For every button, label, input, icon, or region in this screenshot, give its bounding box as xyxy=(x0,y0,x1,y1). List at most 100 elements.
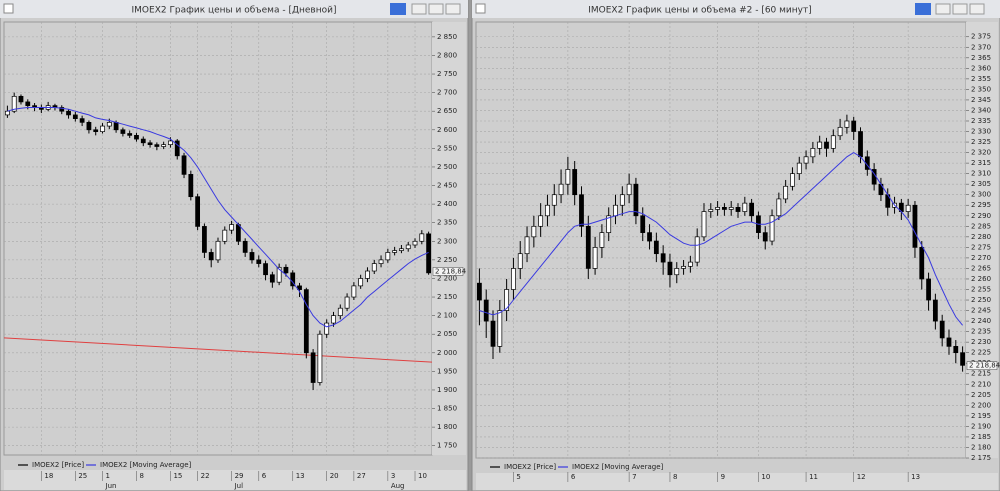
candle-body xyxy=(405,244,411,250)
candle-body xyxy=(939,320,945,339)
last-price-box xyxy=(966,361,998,370)
close-button[interactable] xyxy=(969,3,985,15)
candle-body xyxy=(613,204,618,217)
y-tick-label: 2 230 xyxy=(971,338,991,346)
y-tick-label: 2 250 xyxy=(971,296,991,304)
candle-body xyxy=(837,126,843,137)
window-icon xyxy=(3,3,14,14)
title-bar[interactable] xyxy=(0,0,468,18)
candle-body xyxy=(263,263,268,276)
candle-body xyxy=(256,259,262,264)
month-label: Jun xyxy=(105,482,117,490)
candle-body xyxy=(626,183,632,196)
candle-body xyxy=(229,224,234,231)
y-tick-label: 2 450 xyxy=(437,182,457,190)
y-tick-label: 2 300 xyxy=(437,237,457,245)
y-tick-label: 2 370 xyxy=(971,43,991,51)
title-bar[interactable] xyxy=(472,0,1000,18)
candle-body xyxy=(72,114,78,119)
x-tick-label: 27 xyxy=(357,472,366,480)
candle-body xyxy=(776,198,782,217)
candle-body xyxy=(344,296,350,309)
y-tick-label: 1 750 xyxy=(437,442,457,450)
y-tick-label: 2 250 xyxy=(437,256,457,264)
x-tick-label: 29 xyxy=(235,472,244,480)
y-tick-label: 1 900 xyxy=(437,386,457,394)
y-tick-label: 1 800 xyxy=(437,423,457,431)
candle-body xyxy=(25,101,31,106)
candle-body xyxy=(647,232,652,242)
x-tick-label: 6 xyxy=(571,473,576,481)
y-tick-label: 2 335 xyxy=(971,117,991,125)
close-button[interactable] xyxy=(445,3,461,15)
candle-body xyxy=(674,268,680,276)
pin-button[interactable] xyxy=(915,3,931,15)
y-tick-label: 1 850 xyxy=(437,405,457,413)
y-tick-label: 2 150 xyxy=(437,293,457,301)
candle-body xyxy=(790,173,795,187)
candle-body xyxy=(134,135,139,140)
candle-body xyxy=(222,229,228,242)
window-title: IMOEX2 График цены и объема #2 - [60 мин… xyxy=(588,6,812,16)
candle-body xyxy=(419,233,425,242)
y-tick-label: 2 800 xyxy=(437,51,457,59)
candle-body xyxy=(524,236,530,255)
candle-body xyxy=(188,174,194,198)
candle-body xyxy=(858,131,863,158)
y-tick-label: 2 310 xyxy=(971,170,991,178)
candle-body xyxy=(919,247,925,280)
x-tick-label: 10 xyxy=(761,473,770,481)
candle-body xyxy=(86,122,92,131)
x-tick-label: 7 xyxy=(632,473,636,481)
candle-body xyxy=(127,133,133,136)
candle-body xyxy=(490,320,496,347)
x-axis-panel xyxy=(4,470,466,490)
y-tick-label: 2 275 xyxy=(971,243,991,251)
candle-body xyxy=(851,120,857,132)
last-price-box xyxy=(432,267,464,276)
y-tick-label: 2 350 xyxy=(437,219,457,227)
y-tick-label: 2 305 xyxy=(971,180,991,188)
candle-body xyxy=(585,225,591,269)
candle-body xyxy=(667,261,673,276)
x-tick-label: 15 xyxy=(173,472,182,480)
minimize-button[interactable] xyxy=(411,3,427,15)
candle-body xyxy=(11,95,17,112)
x-tick-label: 5 xyxy=(516,473,520,481)
candle-body xyxy=(538,215,544,227)
legend-label: IMOEX2 [Moving Average] xyxy=(572,463,664,471)
candle-body xyxy=(517,253,523,269)
y-tick-label: 2 215 xyxy=(971,370,991,378)
x-tick-label: 8 xyxy=(139,472,143,480)
candle-body xyxy=(351,285,357,298)
maximize-button[interactable] xyxy=(428,3,444,15)
candle-body xyxy=(796,162,802,175)
candle-body xyxy=(619,194,625,206)
y-tick-label: 2 315 xyxy=(971,159,991,167)
candle-body xyxy=(317,333,323,383)
moving-average-line xyxy=(7,107,429,328)
maximize-button[interactable] xyxy=(952,3,968,15)
candle-body xyxy=(769,215,775,242)
y-tick-label: 2 260 xyxy=(971,275,991,283)
y-tick-label: 2 255 xyxy=(971,285,991,293)
candle-body xyxy=(59,107,65,112)
candle-body xyxy=(365,270,370,279)
candle-body xyxy=(303,289,309,354)
candle-body xyxy=(715,207,720,210)
y-tick-label: 2 345 xyxy=(971,96,991,104)
candle-body xyxy=(331,315,336,324)
candle-body xyxy=(385,252,391,261)
candle-body xyxy=(66,110,71,116)
candle-body xyxy=(803,156,809,164)
x-tick-label: 1 xyxy=(106,472,110,480)
pin-button[interactable] xyxy=(390,3,406,15)
candle-body xyxy=(926,278,931,301)
candle-body xyxy=(592,247,598,269)
minimize-button[interactable] xyxy=(935,3,951,15)
y-tick-label: 1 950 xyxy=(437,367,457,375)
candle-body xyxy=(599,232,605,248)
candle-body xyxy=(545,204,550,217)
y-tick-label: 2 225 xyxy=(971,349,991,357)
